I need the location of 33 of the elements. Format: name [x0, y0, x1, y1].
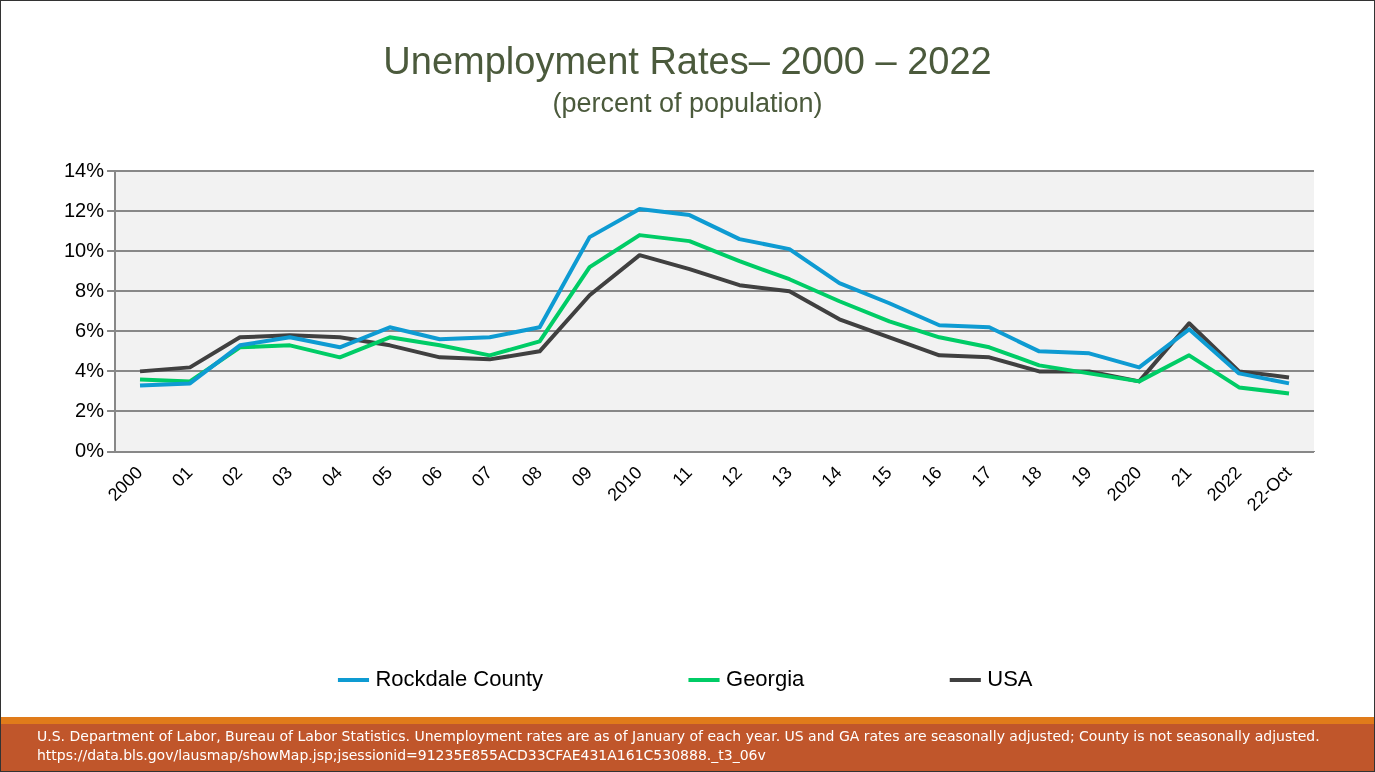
x-tick-label: 08: [517, 462, 547, 491]
x-tick-label: 04: [317, 462, 347, 491]
x-tick-label: 16: [917, 462, 946, 491]
x-tick-label: 21: [1167, 462, 1196, 491]
x-tick-label: 13: [767, 462, 796, 491]
x-tick-label: 06: [417, 462, 447, 491]
x-tick-label: 03: [267, 462, 297, 491]
y-tick-label: 0%: [75, 439, 105, 462]
x-tick-label: 09: [567, 462, 596, 491]
x-tick-label: 11: [668, 462, 696, 490]
legend-label: Rockdale County: [375, 666, 544, 692]
y-tick-label: 6%: [75, 318, 105, 341]
x-tick-label: 02: [217, 462, 247, 491]
y-tick-label: 8%: [75, 278, 105, 301]
text: U.S. Department of Labor, Bureau of Labor Statistics. Unemployment rates are as of January of each year. US and GA rates are seasonally adjusted; County is not seasonally adjusted. https://data.bls.gov/lausmap/showMap.jsp;jsessionid=91235E855ACD33CFAE431A161C530888._t3_06v: [37, 727, 1321, 765]
x-tick-label: 17: [967, 462, 996, 491]
x-tick-label: 18: [1017, 462, 1046, 491]
chart-title: Unemployment Rates– 2000 – 2022: [383, 40, 992, 83]
x-tick-label: 12: [717, 462, 746, 491]
x-tick-label: 19: [1067, 462, 1096, 491]
y-tick-label: 4%: [75, 358, 105, 381]
legend-label: Georgia: [726, 666, 806, 692]
x-tick-label: 05: [367, 462, 397, 491]
y-tick-label: 14%: [64, 158, 105, 181]
legend-label: USA: [987, 666, 1033, 692]
x-tick-label: 15: [867, 462, 896, 491]
x-tick-label: 07: [467, 462, 497, 491]
x-tick-label: 14: [817, 462, 846, 491]
y-tick-label: 2%: [75, 398, 105, 421]
y-tick-label: 12%: [64, 198, 105, 221]
chart-subtitle: (percent of population): [552, 88, 823, 119]
x-tick-label: 01: [168, 462, 197, 491]
y-tick-label: 10%: [64, 238, 105, 261]
